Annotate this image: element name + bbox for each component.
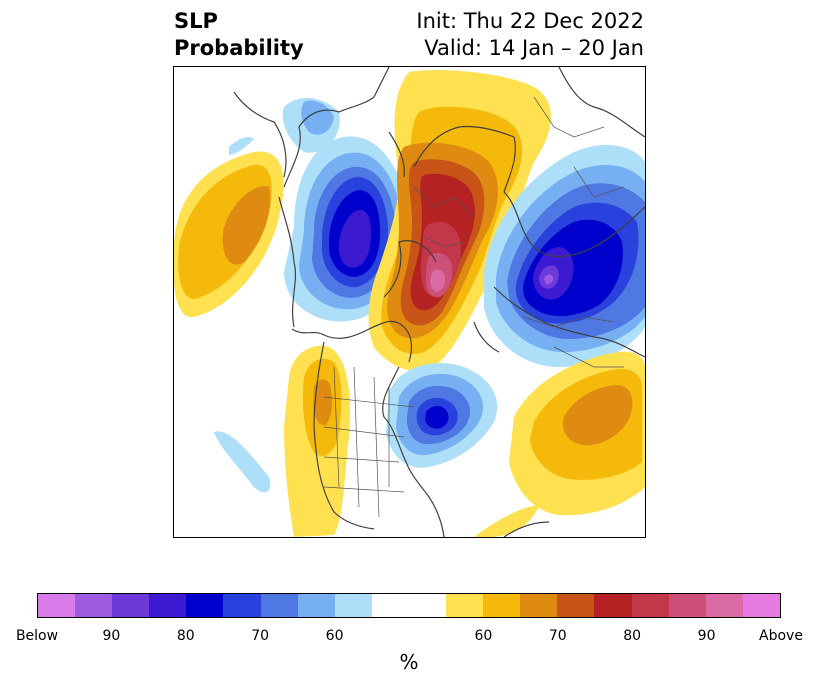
colorbar-tick-label: 60: [474, 628, 493, 644]
colorbar-segment: [149, 594, 187, 617]
colorbar-segment: [594, 594, 632, 617]
init-date: Init: Thu 22 Dec 2022: [416, 9, 644, 33]
anomaly-pacific-below-patch: [214, 431, 271, 493]
anomaly-western-us-above: [284, 345, 350, 537]
anomaly-canada-below: [229, 97, 412, 322]
colorbar-segment: [112, 594, 150, 617]
anomaly-arctic-above: [368, 70, 551, 371]
colorbar-segment: [186, 594, 224, 617]
chart-title: SLP Probability: [174, 8, 304, 62]
colorbar-tick-label: 70: [548, 628, 567, 644]
colorbar-tick-label: 90: [102, 628, 121, 644]
colorbar-segment: [446, 594, 484, 617]
title-line-1: SLP: [174, 9, 218, 33]
colorbar-segment: [260, 594, 298, 617]
colorbar-tick-label: 80: [176, 628, 195, 644]
colorbar-segment: [668, 594, 706, 617]
colorbar-segment: [223, 594, 261, 617]
anomaly-pacific-above: [174, 151, 284, 318]
colorbar-unit-label: %: [399, 650, 419, 674]
colorbar-tick-label: 70: [251, 628, 270, 644]
colorbar-segment: [483, 594, 521, 617]
borders: [323, 96, 625, 518]
colorbar-segment: [742, 594, 780, 617]
colorbar-segment: [631, 594, 669, 617]
colorbar-segment: [371, 594, 447, 617]
anomaly-eastern-na-below: [386, 363, 498, 468]
colorbar-segment: [520, 594, 558, 617]
colorbar-segment: [38, 594, 76, 617]
coastlines: [233, 67, 645, 537]
colorbar-tick-label: 80: [623, 628, 642, 644]
anomaly-atlantic-above: [474, 351, 645, 537]
colorbar-segment: [705, 594, 743, 617]
colorbar-segment: [334, 594, 372, 617]
valid-range: Valid: 14 Jan – 20 Jan: [424, 36, 644, 60]
colorbar-tick-label: Below: [15, 628, 59, 644]
colorbar-segment: [75, 594, 113, 617]
colorbar-tick-label: 90: [697, 628, 716, 644]
colorbar-tick-label: Above: [759, 628, 803, 644]
colorbar-segment: [297, 594, 335, 617]
map-canvas: [174, 67, 645, 537]
title-line-2: Probability: [174, 36, 304, 60]
run-info: Init: Thu 22 Dec 2022 Valid: 14 Jan – 20…: [416, 8, 644, 62]
colorbar: [37, 593, 781, 618]
colorbar-segment: [557, 594, 595, 617]
colorbar-tick-label: 60: [325, 628, 344, 644]
probability-map: [173, 66, 646, 538]
